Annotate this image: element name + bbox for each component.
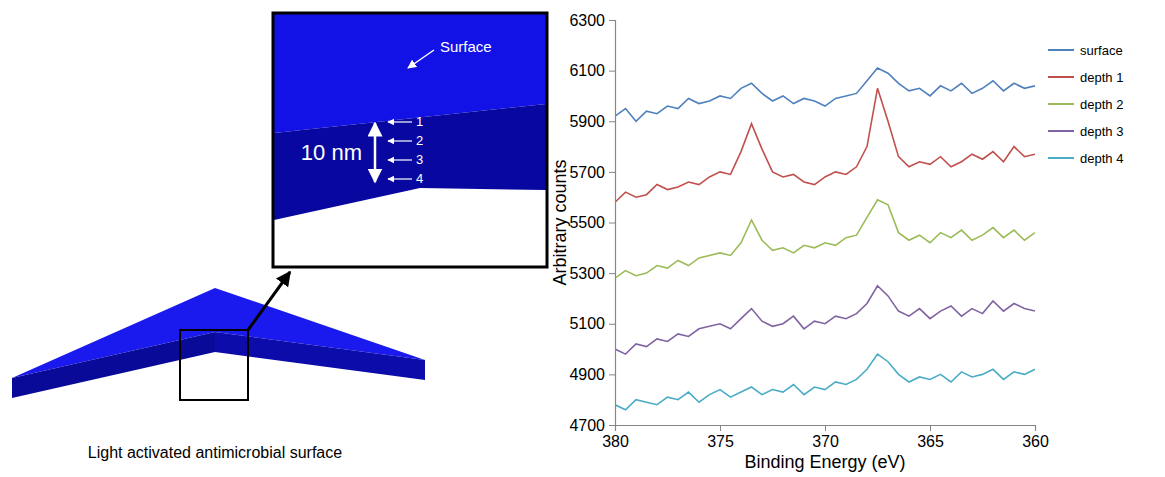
x-tick-mark (930, 425, 931, 431)
depth-label: 2 (416, 133, 423, 148)
caption: Light activated antimicrobial surface (88, 444, 342, 461)
y-tick: 6100 (569, 62, 615, 79)
y-tick: 6300 (569, 12, 615, 29)
zoom-connector (248, 272, 290, 330)
zoom-box (180, 330, 248, 400)
y-tick: 5900 (569, 113, 615, 130)
legend-item: depth 3 (1048, 124, 1123, 139)
depth-label: 3 (416, 152, 423, 167)
depth-label: 4 (416, 171, 423, 186)
x-tick: 360 (1022, 425, 1049, 450)
depth-arrow (388, 178, 412, 179)
legend-item: surface (1048, 43, 1123, 58)
inset-frame (273, 13, 547, 267)
legend-label: depth 2 (1080, 97, 1123, 112)
x-tick-mark (720, 425, 721, 431)
y-tick-mark (609, 223, 615, 224)
y-axis-line (609, 21, 616, 426)
y-tick-mark (609, 71, 615, 72)
series-line (615, 88, 1035, 202)
series-line (615, 68, 1035, 121)
depth-arrow (388, 140, 412, 141)
x-tick: 375 (707, 425, 734, 450)
y-tick-mark (609, 172, 615, 173)
y-tick: 5100 (569, 315, 615, 332)
y-tick-label: 4900 (569, 366, 605, 383)
depth-label: 1 (416, 114, 423, 129)
legend-swatch (1048, 49, 1074, 51)
x-tick-label: 375 (707, 433, 734, 450)
x-tick-label: 380 (602, 433, 629, 450)
legend-item: depth 2 (1048, 97, 1123, 112)
x-tick-mark (825, 425, 826, 431)
figure: Surface 10 nm 1 2 3 4 Light activated antimicr… (0, 0, 1165, 477)
y-tick: 5300 (569, 265, 615, 282)
legend-label: surface (1080, 43, 1123, 58)
x-tick-label: 360 (1022, 433, 1049, 450)
y-axis-title: Arbitrary counts (550, 159, 570, 285)
thickness-arrow (374, 123, 377, 182)
depth-arrow (388, 159, 412, 160)
legend-swatch (1048, 103, 1074, 105)
legend-label: depth 1 (1080, 70, 1123, 85)
x-axis-title: Binding Energy (eV) (744, 452, 905, 472)
diagram: Surface 10 nm 1 2 3 4 Light activated antimicr… (12, 13, 547, 461)
y-tick: 4700 (569, 417, 615, 434)
y-tick-mark (609, 20, 615, 21)
inset: Surface 10 nm 1 2 3 4 (273, 13, 547, 267)
thickness-label: 10 nm (301, 140, 362, 165)
legend-swatch (1048, 130, 1074, 132)
y-tick-mark (609, 121, 615, 122)
y-tick-label: 5700 (569, 163, 605, 180)
legend-swatch (1048, 76, 1074, 78)
y-tick-label: 5100 (569, 315, 605, 332)
y-tick-label: 6100 (569, 62, 605, 79)
legend-item: depth 1 (1048, 70, 1123, 85)
series-line (615, 200, 1035, 278)
inset-cross-section (274, 104, 546, 220)
series-line (615, 286, 1035, 354)
x-tick: 370 (812, 425, 839, 450)
legend-label: depth 3 (1080, 124, 1123, 139)
x-axis-line (616, 426, 1036, 432)
y-axis: 4700 4900 5100 5300 5500 5700 5900 6100 6300 (569, 12, 615, 434)
y-tick-label: 5500 (569, 214, 605, 231)
x-tick-mark (1035, 425, 1036, 431)
y-tick-label: 6300 (569, 12, 605, 29)
legend-label: depth 4 (1080, 151, 1123, 166)
y-tick-label: 5900 (569, 113, 605, 130)
y-tick-label: 4700 (569, 417, 605, 434)
y-tick-mark (609, 324, 615, 325)
y-tick: 5500 (569, 214, 615, 231)
legend-swatch (1048, 157, 1074, 159)
y-tick-mark (609, 273, 615, 274)
slab-front-left (12, 332, 215, 398)
y-tick-mark (609, 425, 615, 426)
y-tick: 4900 (569, 366, 615, 383)
x-tick: 380 (602, 425, 629, 450)
y-tick-label: 5300 (569, 265, 605, 282)
x-tick-label: 370 (812, 433, 839, 450)
slab-front-right (215, 332, 425, 380)
y-tick-mark (609, 374, 615, 375)
surface-label: Surface (440, 38, 492, 55)
legend-item: depth 4 (1048, 151, 1123, 166)
depth-arrow (388, 121, 412, 122)
x-tick: 365 (917, 425, 944, 450)
x-tick-label: 365 (917, 433, 944, 450)
x-axis: 380 375 370 365 360 (602, 425, 1049, 450)
y-tick: 5700 (569, 163, 615, 180)
legend: surface depth 1 depth 2 depth 3 depth 4 (1048, 43, 1123, 166)
chart: 380 375 370 365 360 4700 4900 5100 5300 5500 5700 5… (550, 12, 1123, 472)
surface-arrow (408, 50, 434, 68)
plot-lines (615, 68, 1035, 410)
series-line (615, 354, 1035, 410)
